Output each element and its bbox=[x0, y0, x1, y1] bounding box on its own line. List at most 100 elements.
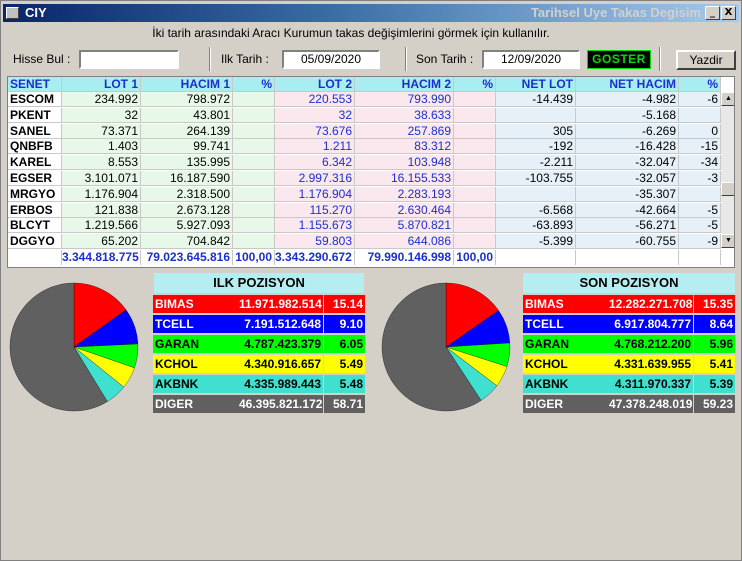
cell-senet: BLCYT bbox=[8, 218, 62, 234]
cell-senet: KAREL bbox=[8, 155, 62, 171]
header-net-hacim[interactable]: NET HACIM bbox=[576, 77, 679, 92]
hisse-label: Hisse Bul : bbox=[13, 52, 71, 66]
takas-grid[interactable]: SENET LOT 1 HACIM 1 % LOT 2 HACIM 2 % NE… bbox=[7, 76, 735, 268]
scroll-thumb[interactable] bbox=[721, 182, 734, 196]
cell-net-lot: -14.439 bbox=[496, 92, 576, 107]
header-senet[interactable]: SENET bbox=[8, 77, 62, 92]
ilk-tarih-input[interactable]: 05/09/2020 bbox=[282, 50, 380, 69]
cell-lot1: 8.553 bbox=[62, 155, 141, 171]
cell-net-lot: -103.755 bbox=[496, 171, 576, 186]
stock-name: KCHOL bbox=[523, 355, 607, 373]
header-lot1[interactable]: LOT 1 bbox=[62, 77, 141, 92]
total-net-hacim bbox=[576, 250, 679, 265]
table-row[interactable]: EGSER 3.101.071 16.187.590 2.997.316 16.155.… bbox=[8, 171, 734, 186]
cell-pct1 bbox=[233, 107, 275, 123]
header-pct-net[interactable]: % bbox=[679, 77, 721, 92]
window-subtitle: Tarihsel Uye Takas Degisim bbox=[530, 5, 701, 20]
cell-lot1: 234.992 bbox=[62, 92, 141, 107]
header-hacim1[interactable]: HACIM 1 bbox=[141, 77, 233, 92]
percent: 5.49 bbox=[324, 355, 365, 373]
percent: 5.41 bbox=[694, 355, 735, 373]
header-pct2[interactable]: % bbox=[454, 77, 496, 92]
cell-net-hacim: -5.168 bbox=[576, 107, 679, 123]
table-row[interactable]: MRGYO 1.176.904 2.318.500 1.176.904 2.283.19… bbox=[8, 186, 734, 202]
table-row[interactable]: SANEL 73.371 264.139 73.676 257.869 305 -6.269… bbox=[8, 123, 734, 139]
header-net-lot[interactable]: NET LOT bbox=[496, 77, 576, 92]
son-tarih-input[interactable]: 12/09/2020 bbox=[482, 50, 580, 69]
table-row[interactable]: KAREL 8.553 135.995 6.342 103.948 -2.211 -32.0… bbox=[8, 155, 734, 171]
table-row[interactable]: DGGYO 65.202 704.842 59.803 644.086 -5.399 -60… bbox=[8, 234, 734, 250]
stock-name: BIMAS bbox=[523, 295, 607, 313]
cell-pct2 bbox=[454, 171, 496, 186]
goster-button[interactable]: GOSTER bbox=[587, 50, 651, 69]
hacim-value: 7.191.512.648 bbox=[237, 315, 323, 333]
hacim-value: 46.395.821.172 bbox=[237, 395, 323, 413]
table-row[interactable]: ERBOS 121.838 2.673.128 115.270 2.630.464 -6.… bbox=[8, 202, 734, 218]
cell-hacim2: 38.633 bbox=[355, 107, 454, 123]
cell-hacim1: 16.187.590 bbox=[141, 171, 233, 186]
cell-pct-net bbox=[679, 107, 721, 123]
cell-pct1 bbox=[233, 123, 275, 139]
minimize-button[interactable]: _ bbox=[705, 6, 720, 20]
ilk-position-row: DIGER 46.395.821.172 58.71 bbox=[153, 395, 365, 414]
cell-lot1: 73.371 bbox=[62, 123, 141, 139]
cell-lot1: 1.403 bbox=[62, 139, 141, 155]
cell-pct1 bbox=[233, 186, 275, 202]
ilk-pie-chart bbox=[9, 282, 139, 412]
cell-senet: ERBOS bbox=[8, 202, 62, 218]
cell-net-lot: -5.399 bbox=[496, 234, 576, 250]
cell-hacim1: 43.801 bbox=[141, 107, 233, 123]
percent: 5.48 bbox=[324, 375, 365, 393]
cell-pct-net: -9 bbox=[679, 234, 721, 250]
cell-senet: QNBFB bbox=[8, 139, 62, 155]
header-pct1[interactable]: % bbox=[233, 77, 275, 92]
cell-lot2: 220.553 bbox=[275, 92, 355, 107]
total-lot2: 3.343.290.672 bbox=[275, 250, 355, 265]
cell-net-hacim: -35.307 bbox=[576, 186, 679, 202]
cell-net-lot bbox=[496, 107, 576, 123]
yazdir-button[interactable]: Yazdir bbox=[676, 50, 736, 70]
stock-name: BIMAS bbox=[153, 295, 237, 313]
ilk-pozisyon-table: BIMAS 11.971.982.514 15.14 TCELL 7.191.512.6… bbox=[153, 295, 365, 415]
table-row[interactable]: BLCYT 1.219.566 5.927.093 1.155.673 5.870.82… bbox=[8, 218, 734, 234]
scroll-down-icon[interactable]: ▼ bbox=[721, 234, 734, 248]
percent: 15.14 bbox=[324, 295, 365, 313]
son-position-row: KCHOL 4.331.639.955 5.41 bbox=[523, 355, 735, 374]
cell-net-hacim: -32.047 bbox=[576, 155, 679, 171]
total-pct-net bbox=[679, 250, 721, 265]
vertical-scrollbar[interactable]: ▲ ▼ bbox=[721, 92, 734, 248]
cell-net-hacim: -60.755 bbox=[576, 234, 679, 250]
son-position-row: BIMAS 12.282.271.708 15.35 bbox=[523, 295, 735, 314]
total-lot1: 3.344.818.775 bbox=[62, 250, 141, 265]
header-lot2[interactable]: LOT 2 bbox=[275, 77, 355, 92]
son-pozisyon-title: SON POZISYON bbox=[523, 273, 735, 293]
son-pie-chart bbox=[381, 282, 511, 412]
cell-net-hacim: -4.982 bbox=[576, 92, 679, 107]
total-hacim1: 79.023.645.816 bbox=[141, 250, 233, 265]
cell-pct2 bbox=[454, 202, 496, 218]
cell-net-lot: -192 bbox=[496, 139, 576, 155]
scroll-up-icon[interactable]: ▲ bbox=[721, 92, 734, 106]
stock-name: DIGER bbox=[523, 395, 607, 413]
cell-hacim1: 135.995 bbox=[141, 155, 233, 171]
pie-slice-diger bbox=[381, 282, 482, 412]
cell-net-lot: 305 bbox=[496, 123, 576, 139]
table-row[interactable]: ESCOM 234.992 798.972 220.553 793.990 -14.439… bbox=[8, 92, 734, 107]
table-row[interactable]: PKENT 32 43.801 32 38.633 -5.168 bbox=[8, 107, 734, 123]
table-row[interactable]: QNBFB 1.403 99.741 1.211 83.312 -192 -16.428 -1… bbox=[8, 139, 734, 155]
stock-name: AKBNK bbox=[153, 375, 237, 393]
cell-pct2 bbox=[454, 155, 496, 171]
cell-pct2 bbox=[454, 92, 496, 107]
cell-hacim1: 2.318.500 bbox=[141, 186, 233, 202]
cell-lot2: 2.997.316 bbox=[275, 171, 355, 186]
header-hacim2[interactable]: HACIM 2 bbox=[355, 77, 454, 92]
title-bar[interactable]: CIY Tarihsel Uye Takas Degisim _ X bbox=[3, 4, 739, 22]
close-button[interactable]: X bbox=[721, 6, 736, 20]
cell-lot2: 32 bbox=[275, 107, 355, 123]
hacim-value: 4.768.212.200 bbox=[607, 335, 693, 353]
hisse-search-input[interactable] bbox=[79, 50, 179, 69]
cell-lot1: 3.101.071 bbox=[62, 171, 141, 186]
cell-lot2: 73.676 bbox=[275, 123, 355, 139]
cell-lot1: 1.176.904 bbox=[62, 186, 141, 202]
